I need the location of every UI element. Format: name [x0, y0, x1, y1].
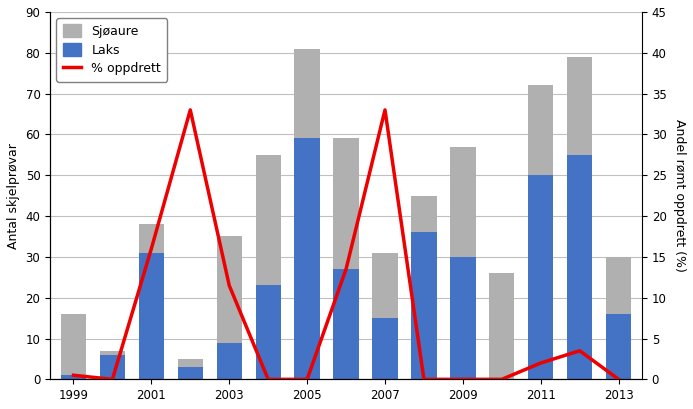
% oppdrett: [147, 246, 155, 251]
Bar: [61, 314, 86, 375]
Bar: [606, 257, 631, 314]
Bar: [177, 367, 203, 379]
Bar: [528, 85, 554, 175]
Bar: [528, 175, 554, 379]
Bar: [333, 269, 359, 379]
Bar: [450, 257, 475, 379]
% oppdrett: [498, 377, 506, 382]
Bar: [567, 155, 593, 379]
% oppdrett: [536, 361, 545, 366]
Bar: [489, 273, 514, 379]
Bar: [411, 196, 437, 232]
% oppdrett: [420, 377, 428, 382]
Bar: [139, 224, 164, 253]
Bar: [61, 375, 86, 379]
Bar: [606, 314, 631, 379]
Bar: [217, 236, 242, 343]
% oppdrett: [381, 108, 389, 112]
Bar: [139, 253, 164, 379]
Bar: [567, 57, 593, 155]
Y-axis label: Antal skjelprøvar: Antal skjelprøvar: [7, 143, 20, 249]
% oppdrett: [303, 377, 311, 382]
Bar: [256, 285, 281, 379]
% oppdrett: [342, 267, 350, 272]
% oppdrett: [576, 348, 584, 353]
Bar: [333, 139, 359, 269]
Bar: [372, 318, 398, 379]
Bar: [100, 355, 125, 379]
Bar: [295, 49, 319, 139]
Bar: [217, 343, 242, 379]
Line: % oppdrett: % oppdrett: [73, 110, 619, 379]
% oppdrett: [186, 108, 195, 112]
% oppdrett: [69, 373, 78, 378]
Bar: [256, 155, 281, 285]
Legend: Sjøaure, Laks, % oppdrett: Sjøaure, Laks, % oppdrett: [56, 18, 167, 81]
Bar: [411, 232, 437, 379]
Bar: [450, 147, 475, 257]
% oppdrett: [615, 377, 623, 382]
Bar: [372, 253, 398, 318]
Bar: [295, 139, 319, 379]
% oppdrett: [459, 377, 467, 382]
% oppdrett: [108, 377, 116, 382]
Y-axis label: Andel rømt oppdrett (%): Andel rømt oppdrett (%): [673, 119, 686, 272]
% oppdrett: [264, 377, 272, 382]
% oppdrett: [225, 283, 234, 288]
Bar: [100, 351, 125, 355]
Bar: [177, 359, 203, 367]
